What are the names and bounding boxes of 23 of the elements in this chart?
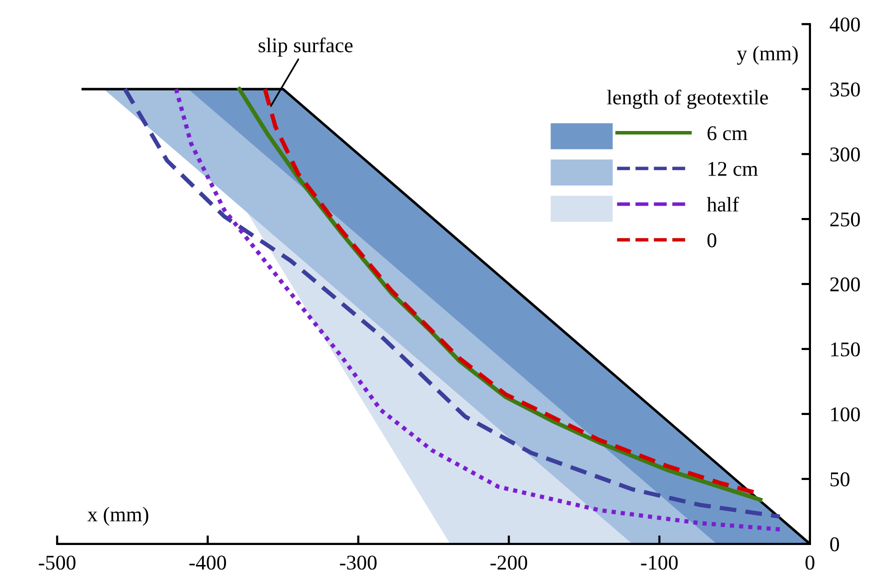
x-tick-label: -400 <box>189 556 226 570</box>
legend-label: half <box>706 196 740 212</box>
legend-label: 6 cm <box>708 126 748 140</box>
x-tick-label: -300 <box>340 556 377 570</box>
y-tick-label: 150 <box>831 342 860 356</box>
x-axis-title: x (mm) <box>87 506 148 526</box>
y-tick-label: 100 <box>831 407 860 422</box>
y-tick-label: 400 <box>830 17 860 32</box>
annotation: slip surface <box>258 37 353 57</box>
y-tick-label: 250 <box>830 212 860 226</box>
legend-label: 12 cm <box>708 162 758 176</box>
y-axis-title: y (mm) <box>737 46 798 65</box>
y-tick-label: 0 <box>830 537 840 552</box>
y-tick-label: 300 <box>830 147 860 162</box>
x-tick-label: -100 <box>641 556 678 570</box>
y-tick-label: 200 <box>830 277 860 292</box>
legend-label: 0 <box>707 233 716 248</box>
legend-title: length of geotextile <box>607 90 768 109</box>
y-tick-label: 50 <box>830 472 850 486</box>
y-tick-label: 350 <box>830 82 860 97</box>
x-tick-label: 0 <box>806 556 814 570</box>
x-tick-label: -500 <box>38 556 76 570</box>
x-tick-label: -200 <box>490 556 528 570</box>
